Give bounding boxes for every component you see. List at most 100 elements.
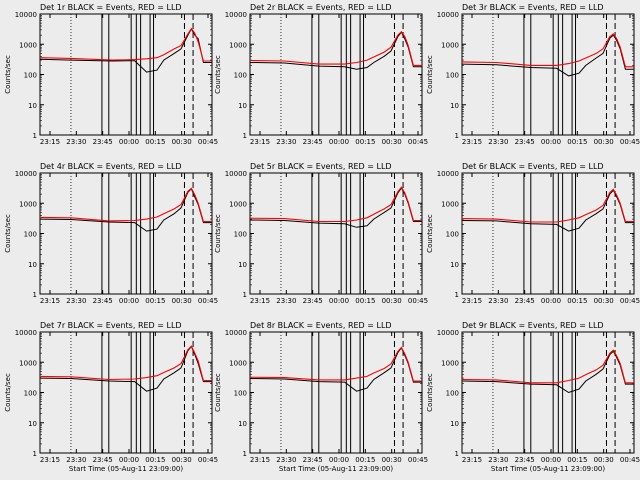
y-tick-label: 100 bbox=[234, 390, 247, 398]
x-tick-label: 00:00 bbox=[119, 456, 139, 464]
y-axis-label: Counts/sec bbox=[4, 373, 12, 412]
x-tick-label: 23:30 bbox=[488, 456, 508, 464]
y-tick-label: 10000 bbox=[437, 170, 459, 178]
y-tick-label: 100 bbox=[446, 231, 459, 239]
panel-title: Det 2r BLACK = Events, RED = LLD bbox=[250, 3, 392, 12]
y-tick-label: 10000 bbox=[437, 11, 459, 19]
x-tick-label: 00:30 bbox=[382, 138, 402, 146]
lld-series-line bbox=[39, 27, 212, 62]
y-tick-label: 1000 bbox=[229, 359, 247, 367]
lld-series-line bbox=[461, 188, 634, 223]
panel-1: Det 1r BLACK = Events, RED = LLD Counts/s… bbox=[4, 3, 218, 146]
x-tick-label: 23:15 bbox=[462, 456, 482, 464]
x-tick-label: 23:45 bbox=[93, 456, 113, 464]
x-axis-label: Start Time (05-Aug-11 23:09:00) bbox=[279, 465, 393, 473]
panel-5: Det 5r BLACK = Events, RED = LLD Counts/s… bbox=[214, 162, 428, 305]
x-tick-label: 23:45 bbox=[515, 138, 535, 146]
x-tick-label: 23:30 bbox=[276, 456, 296, 464]
x-tick-label: 23:15 bbox=[40, 297, 60, 305]
x-tick-label: 00:00 bbox=[119, 138, 139, 146]
x-tick-label: 23:30 bbox=[66, 456, 86, 464]
lld-series-line bbox=[249, 346, 422, 382]
lld-series-line bbox=[249, 186, 422, 223]
panel-title: Det 6r BLACK = Events, RED = LLD bbox=[462, 162, 604, 171]
y-tick-label: 1000 bbox=[441, 359, 459, 367]
x-tick-label: 00:30 bbox=[382, 456, 402, 464]
panel-title: Det 1r BLACK = Events, RED = LLD bbox=[40, 3, 182, 12]
x-tick-label: 23:30 bbox=[488, 138, 508, 146]
x-tick-label: 00:30 bbox=[382, 297, 402, 305]
x-tick-label: 23:45 bbox=[515, 297, 535, 305]
x-tick-label: 00:30 bbox=[594, 456, 614, 464]
events-series-line bbox=[39, 27, 212, 73]
panel-6: Det 6r BLACK = Events, RED = LLD Counts/s… bbox=[426, 162, 640, 305]
x-tick-label: 00:15 bbox=[145, 138, 165, 146]
lld-series-line bbox=[39, 187, 212, 223]
x-tick-label: 00:30 bbox=[594, 297, 614, 305]
x-tick-label: 00:00 bbox=[329, 138, 349, 146]
y-tick-label: 1000 bbox=[19, 359, 37, 367]
y-tick-label: 1 bbox=[455, 291, 459, 299]
y-tick-label: 1 bbox=[243, 132, 247, 140]
x-tick-label: 00:00 bbox=[329, 297, 349, 305]
x-tick-label: 23:30 bbox=[488, 297, 508, 305]
plot-frame bbox=[461, 172, 635, 295]
y-tick-label: 1000 bbox=[229, 200, 247, 208]
panel-9: Det 9r BLACK = Events, RED = LLD Counts/s… bbox=[426, 321, 640, 473]
y-tick-label: 10 bbox=[238, 420, 247, 428]
x-tick-label: 23:15 bbox=[462, 138, 482, 146]
x-tick-label: 00:45 bbox=[620, 456, 640, 464]
y-axis-label: Counts/sec bbox=[426, 55, 434, 94]
events-series-line bbox=[461, 189, 634, 232]
x-tick-label: 00:00 bbox=[541, 138, 561, 146]
x-tick-label: 00:15 bbox=[567, 456, 587, 464]
y-tick-label: 10000 bbox=[225, 329, 247, 337]
y-tick-label: 1 bbox=[33, 132, 37, 140]
x-tick-label: 00:00 bbox=[329, 456, 349, 464]
panel-title: Det 9r BLACK = Events, RED = LLD bbox=[462, 321, 604, 330]
y-tick-label: 10 bbox=[28, 102, 37, 110]
x-tick-label: 23:15 bbox=[250, 456, 270, 464]
y-tick-label: 1000 bbox=[441, 200, 459, 208]
x-tick-label: 00:15 bbox=[145, 297, 165, 305]
x-axis-label: Start Time (05-Aug-11 23:09:00) bbox=[491, 465, 605, 473]
x-tick-label: 00:15 bbox=[567, 297, 587, 305]
x-tick-label: 23:45 bbox=[303, 138, 323, 146]
panel-title: Det 5r BLACK = Events, RED = LLD bbox=[250, 162, 392, 171]
x-tick-label: 23:15 bbox=[40, 138, 60, 146]
y-tick-label: 10 bbox=[28, 420, 37, 428]
x-tick-label: 00:45 bbox=[198, 456, 218, 464]
x-tick-label: 00:45 bbox=[408, 138, 428, 146]
y-tick-label: 10000 bbox=[15, 11, 37, 19]
x-tick-label: 00:30 bbox=[172, 138, 192, 146]
x-tick-label: 23:30 bbox=[276, 297, 296, 305]
x-tick-label: 23:45 bbox=[515, 456, 535, 464]
y-axis-label: Counts/sec bbox=[214, 55, 222, 94]
y-tick-label: 1000 bbox=[19, 41, 37, 49]
x-tick-label: 00:15 bbox=[355, 138, 375, 146]
x-tick-label: 00:15 bbox=[355, 297, 375, 305]
y-tick-label: 1 bbox=[243, 291, 247, 299]
y-tick-label: 10 bbox=[28, 261, 37, 269]
events-series-line bbox=[461, 350, 634, 394]
panel-title: Det 3r BLACK = Events, RED = LLD bbox=[462, 3, 604, 12]
x-tick-label: 23:30 bbox=[276, 138, 296, 146]
x-tick-label: 23:15 bbox=[250, 297, 270, 305]
panel-7: Det 7r BLACK = Events, RED = LLD Counts/s… bbox=[4, 321, 218, 473]
x-tick-label: 23:45 bbox=[303, 456, 323, 464]
x-tick-label: 00:00 bbox=[541, 297, 561, 305]
y-tick-label: 100 bbox=[24, 72, 37, 80]
y-tick-label: 10 bbox=[238, 102, 247, 110]
panel-2: Det 2r BLACK = Events, RED = LLD Counts/s… bbox=[214, 3, 428, 146]
lld-series-line bbox=[39, 345, 212, 382]
plot-frame bbox=[461, 13, 635, 136]
lld-series-line bbox=[461, 349, 634, 384]
x-tick-label: 23:45 bbox=[93, 297, 113, 305]
y-tick-label: 1000 bbox=[441, 41, 459, 49]
panel-title: Det 4r BLACK = Events, RED = LLD bbox=[40, 162, 182, 171]
panel-3: Det 3r BLACK = Events, RED = LLD Counts/s… bbox=[426, 3, 640, 146]
y-tick-label: 1 bbox=[33, 450, 37, 458]
plot-frame bbox=[39, 13, 213, 136]
x-tick-label: 00:15 bbox=[355, 456, 375, 464]
